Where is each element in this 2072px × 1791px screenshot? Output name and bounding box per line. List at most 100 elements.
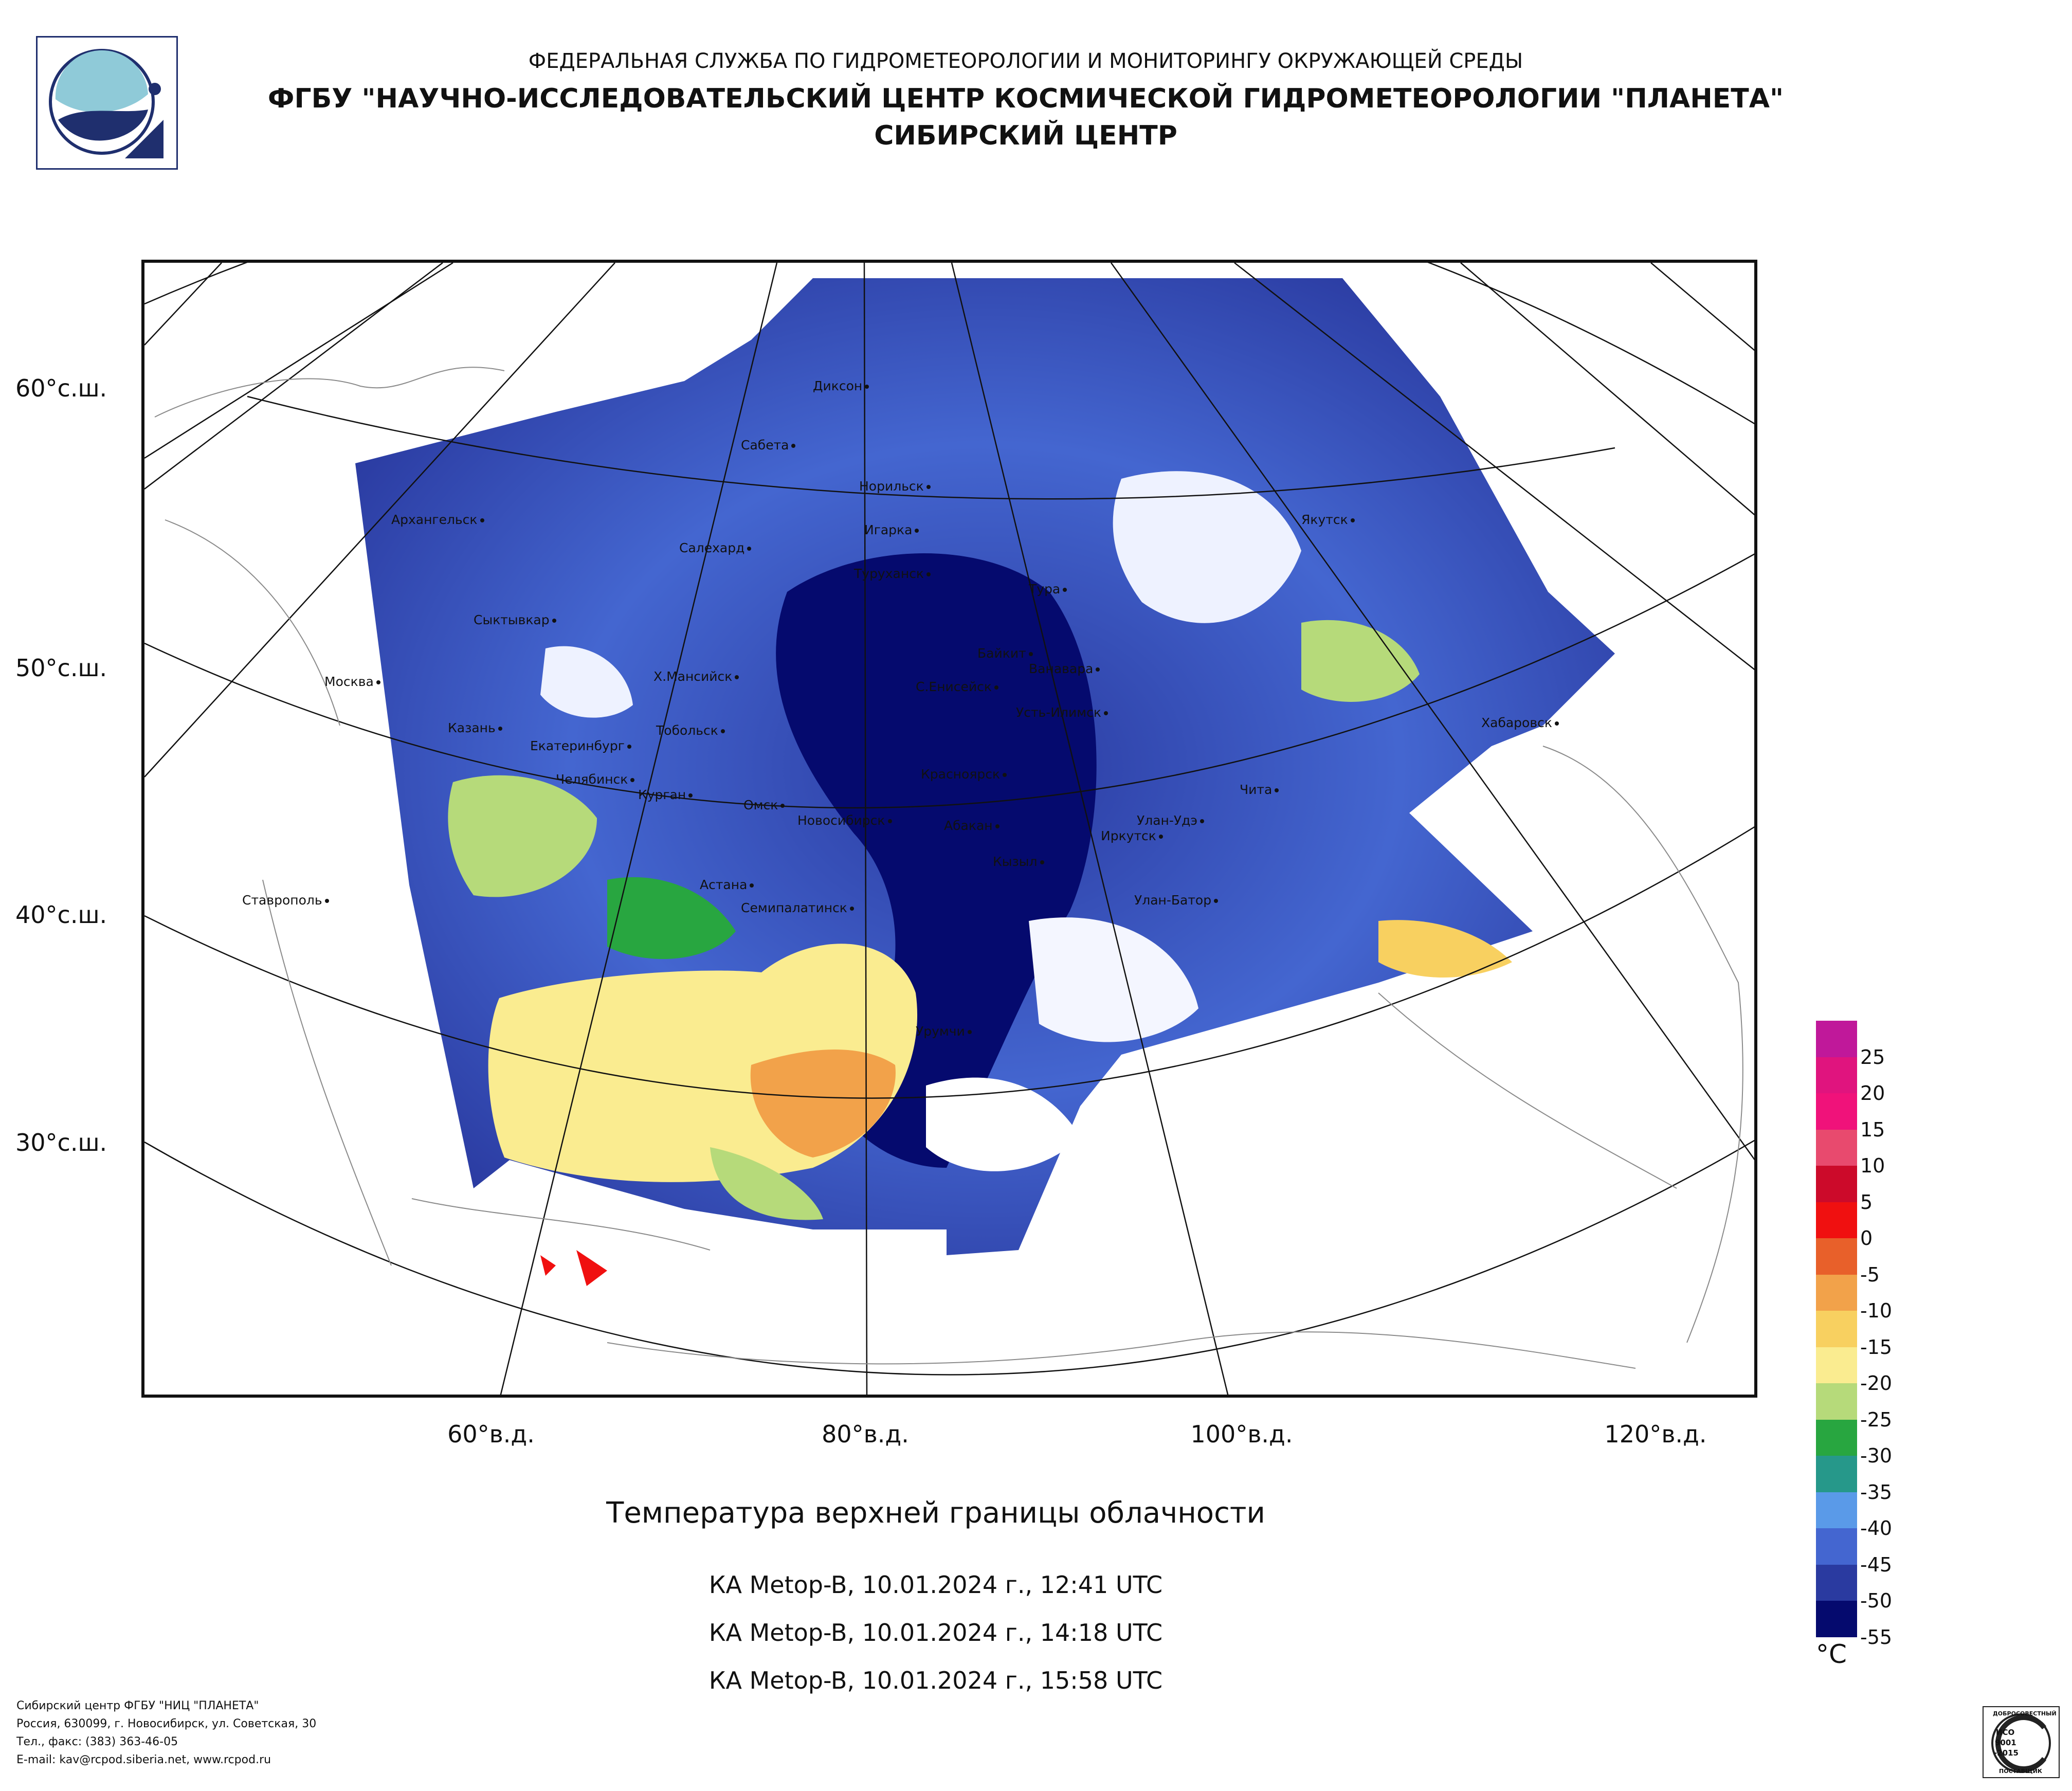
scale-tick-label: -30	[1860, 1444, 1893, 1467]
city-khabarovsk: Хабаровск	[1481, 715, 1559, 730]
scale-tick-label: 10	[1860, 1154, 1885, 1177]
scale-swatch	[1816, 1383, 1857, 1420]
scale-tick-label: -5	[1860, 1263, 1880, 1286]
badge-9001: 9001	[1995, 1738, 2016, 1747]
city-seniseysk: С.Енисейск	[916, 679, 999, 694]
city-ulanbator: Улан-Батор	[1134, 893, 1219, 908]
pass-2: КА Metop-B, 10.01.2024 г., 14:18 UTC	[708, 1619, 1163, 1647]
city-vanavara: Ванавара	[1029, 661, 1100, 676]
city-igarka: Игарка	[864, 522, 919, 537]
city-kyzyl: Кызыл	[993, 854, 1044, 869]
city-semipalatinsk: Семипалатинск	[741, 900, 854, 915]
scale-tick-label: -50	[1860, 1589, 1893, 1612]
scale-swatch	[1816, 1492, 1857, 1528]
footer-email: E-mail: kav@rcpod.siberia.net, www.rcpod…	[16, 1753, 271, 1766]
city-tura: Тура	[1029, 582, 1067, 596]
city-salekhard: Салехард	[679, 540, 752, 555]
city-yakutsk: Якутск	[1301, 512, 1355, 527]
city-turukhansk: Туруханск	[854, 566, 931, 581]
city-sabeta: Сабета	[741, 438, 796, 453]
satellite-swath	[355, 278, 1615, 1286]
city-norilsk: Норильск	[859, 479, 931, 494]
badge-2015: -2015	[1994, 1748, 2019, 1758]
city-chita: Чита	[1240, 782, 1279, 797]
city-kazan: Казань	[448, 720, 502, 735]
city-dikson: Диксон	[813, 378, 869, 393]
city-novosibirsk: Новосибирск	[797, 813, 892, 828]
city-astana: Астана	[700, 877, 754, 892]
lon-label-100: 100°в.д.	[1190, 1420, 1293, 1448]
city-omsk: Омск	[743, 798, 785, 812]
scale-swatch	[1816, 1093, 1857, 1130]
scale-swatch	[1816, 1021, 1857, 1057]
scale-tick-label: -55	[1860, 1625, 1893, 1649]
map-graphics	[144, 263, 1754, 1395]
city-ulanude: Улан-Удэ	[1137, 813, 1205, 828]
scale-tick-label: -20	[1860, 1372, 1893, 1395]
lat-label-50: 50°с.ш.	[15, 654, 107, 682]
scale-swatch	[1816, 1274, 1857, 1311]
scale-swatch	[1816, 1528, 1857, 1565]
header-institute: ФГБУ "НАУЧНО-ИССЛЕДОВАТЕЛЬСКИЙ ЦЕНТР КОС…	[267, 83, 1784, 114]
badge-iso: ИСО	[1996, 1728, 2015, 1737]
lat-label-60: 60°с.ш.	[15, 374, 107, 402]
scale-swatch	[1816, 1456, 1857, 1492]
graticule	[144, 263, 1754, 1395]
scale-swatch	[1816, 1202, 1857, 1238]
scale-swatch	[1816, 1311, 1857, 1347]
scale-tick-label: 5	[1860, 1190, 1873, 1214]
lat-label-40: 40°с.ш.	[15, 901, 107, 929]
lon-label-60: 60°в.д.	[447, 1420, 535, 1448]
scale-swatch	[1816, 1166, 1857, 1202]
satellite-map: Диксон Сабета Норильск Архангельск Салех…	[141, 260, 1757, 1398]
scale-tick-label: -40	[1860, 1517, 1893, 1540]
iso-certification-badge: ДОБРОСОВЕСТНЫЙ ИСО 9001 -2015 ПОСТАВЩИК	[1983, 1706, 2060, 1778]
city-krasnoyarsk: Красноярск	[921, 767, 1007, 782]
scale-swatch	[1816, 1347, 1857, 1383]
city-khmansiysk: Х.Мансийск	[653, 669, 739, 684]
scale-tick-label: 25	[1860, 1045, 1885, 1069]
scale-tick-label: -10	[1860, 1299, 1893, 1322]
pass-3: КА Metop-B, 10.01.2024 г., 15:58 UTC	[708, 1667, 1163, 1694]
header-center: СИБИРСКИЙ ЦЕНТР	[874, 120, 1177, 151]
scale-tick-label: 0	[1860, 1227, 1873, 1250]
city-baykit: Байкит	[977, 646, 1033, 661]
scale-swatch	[1816, 1057, 1857, 1093]
country-borders	[154, 367, 1743, 1369]
city-moskva: Москва	[324, 674, 380, 689]
scale-swatch	[1816, 1601, 1857, 1637]
scale-swatch	[1816, 1129, 1857, 1166]
city-stavropol: Ставрополь	[242, 893, 329, 908]
city-arkhangelsk: Архангельск	[391, 512, 484, 527]
scale-swatch	[1816, 1238, 1857, 1275]
footer-org: Сибирский центр ФГБУ "НИЦ "ПЛАНЕТА"	[16, 1699, 259, 1712]
scale-tick-label: 20	[1860, 1082, 1885, 1105]
map-title: Температура верхней границы облачности	[606, 1496, 1265, 1530]
scale-tick-label: 15	[1860, 1118, 1885, 1141]
scale-swatch	[1816, 1564, 1857, 1601]
scale-swatch	[1816, 1419, 1857, 1456]
pass-1: КА Metop-B, 10.01.2024 г., 12:41 UTC	[708, 1571, 1163, 1599]
city-ekaterinburg: Екатеринбург	[530, 738, 631, 753]
city-abakan: Абакан	[944, 818, 999, 833]
planeta-logo	[36, 36, 178, 170]
scale-tick-label: -45	[1860, 1553, 1893, 1576]
badge-top-text: ДОБРОСОВЕСТНЫЙ	[1993, 1710, 2057, 1717]
temperature-color-scale	[1816, 1021, 1857, 1637]
city-tobolsk: Тобольск	[656, 723, 725, 738]
lat-label-30: 30°с.ш.	[15, 1129, 107, 1156]
footer-address: Россия, 630099, г. Новосибирск, ул. Сове…	[16, 1717, 317, 1730]
scale-unit: °С	[1816, 1639, 1847, 1669]
badge-bottom-text: ПОСТАВЩИК	[1999, 1768, 2042, 1775]
scale-tick-label: -25	[1860, 1408, 1893, 1431]
lon-label-80: 80°в.д.	[822, 1420, 909, 1448]
city-kurgan: Курган	[638, 787, 693, 802]
city-chelyabinsk: Челябинск	[556, 772, 635, 787]
city-urumqi: Урумчи	[916, 1024, 972, 1039]
city-ustilimsk: Усть-Илимск	[1016, 705, 1108, 720]
lon-label-120: 120°в.д.	[1604, 1420, 1707, 1448]
scale-tick-label: -35	[1860, 1480, 1893, 1504]
city-irkutsk: Иркутск	[1101, 828, 1163, 843]
city-syktyvkar: Сыктывкар	[474, 612, 556, 627]
scale-tick-label: -15	[1860, 1335, 1893, 1359]
